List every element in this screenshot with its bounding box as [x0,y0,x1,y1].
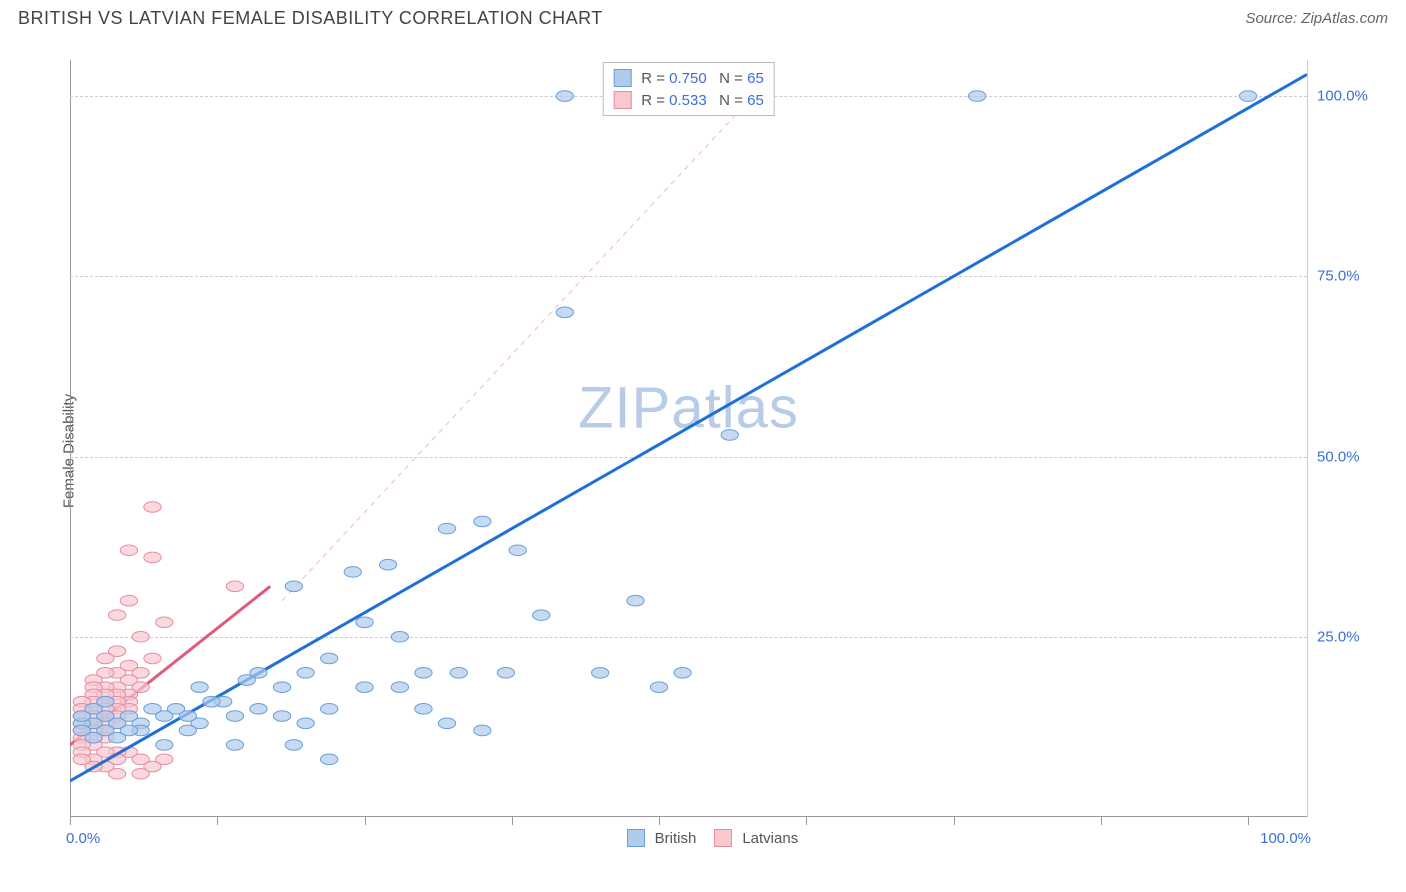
data-point [144,653,161,664]
legend-item: British [627,829,697,847]
data-point [533,610,550,621]
legend-text: R = 0.750 N = 65 [641,70,764,87]
x-tick [512,817,513,825]
x-tick [70,817,71,825]
data-point [179,725,196,736]
legend-text: R = 0.533 N = 65 [641,92,764,109]
data-point [144,502,161,513]
data-point [438,718,455,729]
data-point [415,704,432,715]
data-point [226,740,243,751]
data-point [721,430,738,441]
data-point [73,725,90,736]
scatter-svg [70,60,1307,817]
data-point [650,682,667,693]
chart-title: BRITISH VS LATVIAN FEMALE DISABILITY COR… [18,8,603,29]
legend-swatch [714,829,732,847]
data-point [356,617,373,628]
data-point [297,718,314,729]
x-tick-label: 100.0% [1260,830,1311,847]
data-point [556,307,573,318]
data-point [509,545,526,556]
data-point [438,523,455,534]
data-point [297,668,314,679]
data-point [344,567,361,578]
source-label: Source: ZipAtlas.com [1245,10,1388,27]
chart-area: Female Disability ZIPatlas R = 0.750 N =… [18,40,1388,862]
x-tick [1248,817,1249,825]
x-tick [217,817,218,825]
data-point [73,754,90,765]
legend-row: R = 0.533 N = 65 [613,89,764,111]
legend-item: Latvians [714,829,798,847]
data-point [1239,91,1256,102]
legend-swatch [613,91,631,109]
data-point [203,696,220,707]
x-tick [659,817,660,825]
data-point [273,711,290,722]
y-tick-label: 25.0% [1317,628,1377,645]
y-tick-label: 50.0% [1317,448,1377,465]
data-point [156,617,173,628]
x-tick [365,817,366,825]
data-point [379,559,396,570]
data-point [285,581,302,592]
data-point [415,668,432,679]
x-tick [1101,817,1102,825]
correlation-legend: R = 0.750 N = 65 R = 0.533 N = 65 [602,62,775,116]
legend-swatch [613,69,631,87]
x-tick-label: 0.0% [66,830,100,847]
data-point [391,682,408,693]
x-tick [954,817,955,825]
data-point [497,668,514,679]
data-point [191,682,208,693]
x-tick [806,817,807,825]
data-point [321,704,338,715]
data-point [250,704,267,715]
y-tick-label: 100.0% [1317,88,1377,105]
data-point [674,668,691,679]
data-point [250,668,267,679]
data-point [144,552,161,563]
header: BRITISH VS LATVIAN FEMALE DISABILITY COR… [0,0,1406,33]
data-point [108,768,125,779]
legend-swatch [627,829,645,847]
data-point [132,631,149,642]
data-point [591,668,608,679]
data-point [273,682,290,693]
plot-area: ZIPatlas R = 0.750 N = 65R = 0.533 N = 6… [70,60,1308,817]
y-tick-label: 75.0% [1317,268,1377,285]
data-point [285,740,302,751]
data-point [391,631,408,642]
data-point [321,653,338,664]
data-point [226,581,243,592]
data-point [356,682,373,693]
legend-row: R = 0.750 N = 65 [613,67,764,89]
data-point [321,754,338,765]
data-point [556,91,573,102]
data-point [474,725,491,736]
data-point [97,653,114,664]
data-point [120,595,137,606]
data-point [144,704,161,715]
data-point [97,696,114,707]
data-point [627,595,644,606]
data-point [108,732,125,743]
legend-label: Latvians [742,830,798,847]
data-point [120,545,137,556]
legend-label: British [655,830,697,847]
series-legend: British Latvians [627,829,799,847]
data-point [108,610,125,621]
data-point [474,516,491,527]
data-point [226,711,243,722]
data-point [968,91,985,102]
data-point [156,740,173,751]
data-point [450,668,467,679]
data-point [132,768,149,779]
